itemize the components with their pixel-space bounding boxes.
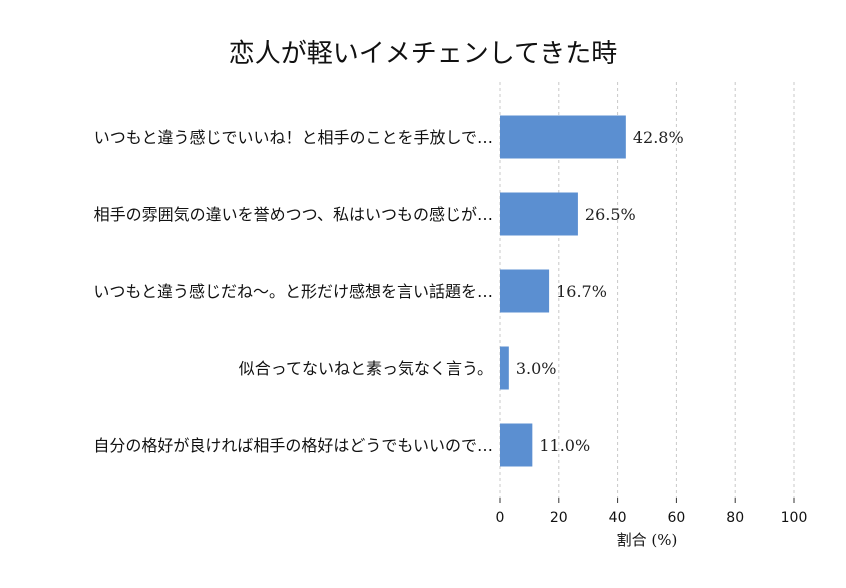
category-labels: いつもと違う感じでいいね！と相手のことを手放しで… 相手の雰囲気の違いを誉めつつ、… xyxy=(93,128,493,455)
x-tick-label: 100 xyxy=(781,510,808,526)
bar xyxy=(500,269,550,313)
x-tick-label: 40 xyxy=(609,510,627,526)
x-tick-label: 20 xyxy=(550,510,568,526)
bars xyxy=(500,115,626,467)
x-axis-label: 割合 (%) xyxy=(617,531,678,549)
x-tick-label: 0 xyxy=(496,510,505,526)
value-label: 3.0% xyxy=(516,359,557,378)
category-label: 相手の雰囲気の違いを誉めつつ、私はいつもの感じが… xyxy=(94,205,493,224)
chart-title: 恋人が軽いイメチェンしてきた時 xyxy=(229,39,617,69)
category-label: 自分の格好が良ければ相手の格好はどうでもいいので… xyxy=(93,436,493,455)
value-label: 26.5% xyxy=(585,205,636,224)
value-label: 16.7% xyxy=(556,282,607,301)
category-label: いつもと違う感じでいいね！と相手のことを手放しで… xyxy=(94,128,493,147)
bar xyxy=(500,192,578,236)
value-label: 42.8% xyxy=(633,128,684,147)
value-labels: 42.8% 26.5% 16.7% 3.0% 11.0% xyxy=(516,128,684,455)
category-label: 似合ってないねと素っ気なく言う。 xyxy=(239,359,493,378)
x-axis-ticks: 0 20 40 60 80 100 xyxy=(496,498,808,526)
value-label: 11.0% xyxy=(539,436,590,455)
bar xyxy=(500,115,626,159)
x-tick-label: 60 xyxy=(667,510,685,526)
bar xyxy=(500,423,533,467)
category-label: いつもと違う感じだね〜。と形だけ感想を言い話題を… xyxy=(93,282,493,301)
x-tick-label: 80 xyxy=(726,510,744,526)
bar xyxy=(500,346,509,390)
